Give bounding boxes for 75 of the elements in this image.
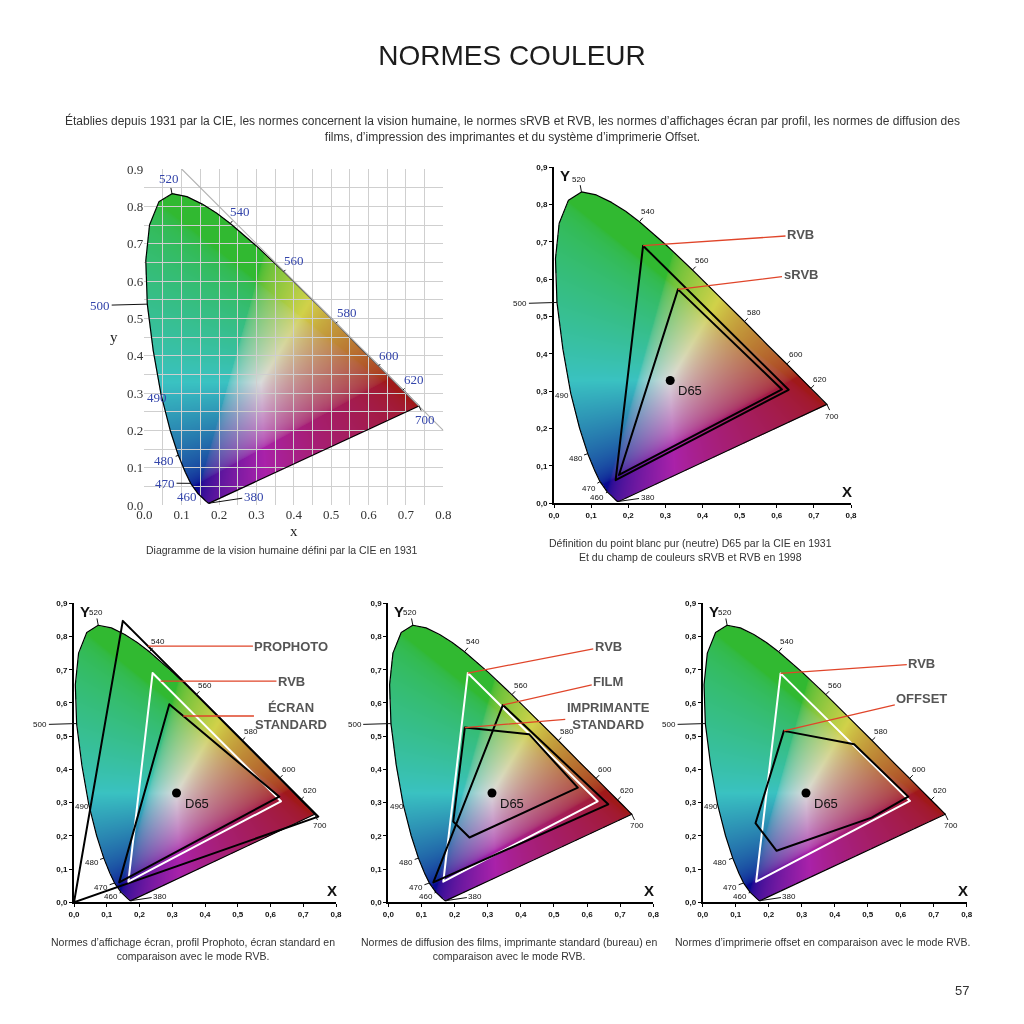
- x-tick-label: 0,2: [448, 909, 461, 919]
- x-tick-label: 0,3: [482, 909, 494, 919]
- y-tick-label: 0,6: [684, 698, 697, 708]
- y-tick-label: 0,3: [56, 798, 68, 808]
- x-tick-label: 0,3: [796, 909, 808, 919]
- x-axis-title: X: [327, 882, 338, 899]
- x-tick-label: 0,4: [829, 909, 841, 919]
- y-axis-title: Y: [709, 603, 720, 620]
- y-tick-label: 0,8: [370, 632, 383, 642]
- y-tick-label: 0,2: [684, 831, 697, 841]
- annotation: 520: [403, 608, 417, 617]
- annotation: 520: [89, 608, 103, 617]
- y-tick-label: 0,0: [56, 898, 68, 908]
- annotation: 700: [313, 821, 327, 830]
- x-tick-label: 0,6: [895, 909, 907, 919]
- x-tick-label: 0,7: [928, 909, 940, 919]
- y-tick-label: 0,1: [370, 864, 383, 874]
- y-tick-label: 0,1: [684, 864, 697, 874]
- y-tick-label: 0,8: [56, 632, 68, 642]
- x-tick-label: 0,4: [515, 909, 527, 919]
- annotation: 500: [348, 720, 362, 729]
- text: Normes d’affichage écran, profil Prophoto, écran standard en comparaison avec le mode RVB.: [51, 936, 336, 962]
- y-tick-label: 0,4: [56, 765, 68, 775]
- x-axis-title: X: [644, 882, 655, 899]
- x-tick-label: 0,1: [415, 909, 428, 919]
- y-tick-label: 0,5: [684, 731, 697, 741]
- y-tick-label: 0,6: [370, 698, 383, 708]
- y-tick-label: 0,3: [370, 798, 383, 808]
- x-tick-label: 0,2: [763, 909, 775, 919]
- y-axis-title: Y: [80, 603, 91, 620]
- x-tick-label: 0,8: [330, 909, 343, 919]
- y-tick-label: 0,8: [684, 632, 697, 642]
- x-tick-label: 0,0: [697, 909, 709, 919]
- y-tick-label: 0,4: [370, 765, 383, 775]
- y-tick-label: 0,9: [684, 599, 697, 609]
- x-tick-label: 0,1: [101, 909, 113, 919]
- x-tick-label: 0,8: [647, 909, 660, 919]
- y-tick-label: 0,6: [56, 698, 68, 708]
- x-tick-label: 0,5: [862, 909, 874, 919]
- annotation: 500: [33, 720, 47, 729]
- x-tick-label: 0,4: [199, 909, 212, 919]
- y-axis-title: Y: [394, 603, 405, 620]
- x-tick-label: 0,5: [232, 909, 244, 919]
- x-tick-label: 0,3: [166, 909, 179, 919]
- y-tick-label: 0,5: [370, 731, 383, 741]
- y-tick-label: 0,9: [370, 599, 383, 609]
- y-tick-label: 0,7: [684, 665, 697, 675]
- y-tick-label: 0,7: [370, 665, 383, 675]
- annotation: 700: [944, 821, 958, 830]
- y-tick-label: 0,9: [56, 599, 68, 609]
- y-tick-label: 0,3: [684, 798, 697, 808]
- x-tick-label: 0,0: [68, 909, 81, 919]
- annotation: 500: [662, 720, 676, 729]
- annotation: 520: [718, 608, 732, 617]
- text: Normes d’imprimerie offset en comparaison avec le mode RVB.: [675, 936, 971, 948]
- y-tick-label: 0,1: [56, 864, 68, 874]
- x-tick-label: 0,6: [581, 909, 594, 919]
- y-tick-label: 0,2: [370, 831, 383, 841]
- x-tick-label: 0,5: [548, 909, 561, 919]
- x-tick-label: 0,6: [264, 909, 277, 919]
- x-tick-label: 0,1: [730, 909, 742, 919]
- text: Normes de diffusion des films, imprimante standard (bureau) en comparaison avec le mode RVB.: [361, 936, 658, 962]
- x-tick-label: 0,0: [382, 909, 395, 919]
- x-tick-label: 0,8: [961, 909, 973, 919]
- y-tick-label: 0,7: [56, 665, 68, 675]
- x-tick-label: 0,7: [614, 909, 627, 919]
- y-tick-label: 0,5: [56, 731, 68, 741]
- y-tick-label: 0,2: [56, 831, 68, 841]
- y-tick-label: 0,0: [370, 898, 383, 908]
- x-tick-label: 0,7: [297, 909, 310, 919]
- text: 57: [955, 983, 970, 998]
- x-axis-title: X: [958, 882, 969, 899]
- y-tick-label: 0,0: [684, 898, 697, 908]
- annotation: 700: [630, 821, 644, 830]
- y-tick-label: 0,4: [684, 765, 697, 775]
